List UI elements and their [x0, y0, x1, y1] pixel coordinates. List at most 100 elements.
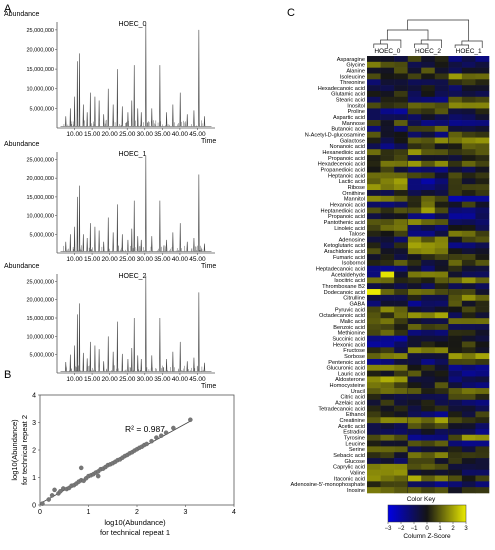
heatmap-cell	[421, 283, 436, 290]
heatmap-cell	[461, 224, 476, 232]
heatmap-cell	[407, 399, 422, 406]
heatmap-cell	[475, 178, 490, 185]
heatmap-cell	[380, 399, 395, 406]
row-label: Hexadecanoic acid	[318, 86, 365, 92]
chart-title: HOEC_2	[118, 273, 146, 280]
heatmap-cell	[407, 254, 422, 261]
row-label: Leucine	[345, 441, 365, 447]
x-axis-label-line2: for technical repeat 1	[100, 528, 170, 537]
heatmap-cell	[394, 201, 408, 208]
heatmap-cell	[434, 487, 449, 494]
heatmap-cell	[434, 393, 449, 401]
heatmap-cell	[448, 79, 463, 86]
row-label: Octadecanoic acid	[319, 313, 365, 319]
heatmap-cell	[394, 434, 408, 441]
heatmap-cell	[380, 271, 395, 278]
heatmap-cell	[407, 178, 422, 185]
row-label: Glucose	[344, 459, 365, 465]
heatmap-cell	[407, 207, 422, 214]
heatmap-cell	[475, 271, 490, 278]
row-label: Itaconic acid	[334, 476, 365, 482]
heatmap-cell	[421, 277, 436, 284]
color-key-tick-label: 2	[451, 526, 455, 532]
x-tick-label: 1	[87, 509, 91, 516]
y-tick-label: 5,000,000	[30, 232, 54, 238]
heatmap-cell	[448, 114, 463, 121]
heatmap-cell	[434, 155, 449, 162]
heatmap-cell	[448, 67, 463, 74]
heatmap-cell	[448, 201, 463, 208]
heatmap-cell	[434, 73, 449, 80]
r-squared-annotation: R² = 0.987	[125, 424, 165, 434]
heatmap-cell	[434, 370, 449, 377]
heatmap-cell	[407, 318, 422, 325]
heatmap-cell	[461, 399, 476, 406]
heatmap-cell	[380, 388, 395, 395]
heatmap-cell	[434, 434, 449, 441]
heatmap-cell	[461, 242, 476, 249]
heatmap-cell	[367, 370, 381, 377]
heatmap-cell	[461, 114, 476, 121]
heatmap-cell	[461, 428, 476, 436]
heatmap-cell	[475, 143, 490, 150]
heatmap-cell	[367, 347, 381, 354]
heatmap-cell	[475, 329, 490, 336]
heatmap-cell	[448, 271, 463, 278]
heatmap-cell	[448, 137, 463, 144]
heatmap-cell	[394, 85, 408, 92]
heatmap-cell	[421, 178, 436, 185]
heatmap-cell	[421, 61, 436, 68]
row-label: Threonine	[340, 80, 365, 86]
heatmap-cell	[407, 149, 422, 156]
x-axis-label: Time	[201, 383, 216, 390]
heatmap-cell	[434, 160, 449, 168]
heatmap-cell	[421, 90, 436, 98]
heatmap-cell	[394, 56, 408, 63]
heatmap-cell	[380, 353, 395, 360]
heatmap-cell	[407, 224, 422, 232]
heatmap-cell	[421, 318, 436, 325]
heatmap-cell	[448, 61, 463, 68]
heatmap-cell	[475, 393, 490, 401]
heatmap-cell	[407, 329, 422, 336]
heatmap-cell	[448, 283, 463, 290]
heatmap-cell	[380, 434, 395, 441]
heatmap-cell	[367, 399, 381, 406]
heatmap-cell	[407, 469, 422, 476]
row-label: Caprylic acid	[333, 465, 365, 471]
heatmap-cell	[475, 388, 490, 395]
y-tick-label: 10,000,000	[26, 334, 54, 340]
heatmap-cell	[407, 108, 422, 115]
heatmap-cell	[380, 254, 395, 261]
heatmap-cell	[380, 358, 395, 366]
heatmap-cell	[475, 96, 490, 103]
panel-label-a: A	[4, 3, 12, 15]
x-tick-label: 30.00	[137, 131, 154, 138]
row-label: Homocysteine	[330, 383, 365, 389]
heatmap-cell	[421, 219, 436, 226]
heatmap-cell	[421, 120, 436, 127]
row-label: Adenosine-5'-monophosphate	[291, 482, 365, 488]
heatmap-cell	[448, 85, 463, 92]
data-point	[95, 473, 101, 479]
heatmap-cell	[421, 172, 436, 179]
heatmap-cell	[407, 335, 422, 342]
heatmap-cell	[367, 405, 381, 412]
color-key-tick-label: −2	[398, 526, 406, 532]
heatmap-cell	[421, 125, 436, 133]
row-label: Serine	[349, 447, 365, 453]
heatmap-cell	[448, 434, 463, 441]
heatmap-cell	[394, 125, 408, 133]
heatmap-cell	[367, 324, 381, 331]
heatmap-cell	[475, 318, 490, 325]
row-label: Stearic acid	[336, 98, 365, 104]
heatmap-cell	[434, 277, 449, 284]
heatmap-cell	[394, 230, 408, 237]
heatmap-cell	[394, 155, 408, 162]
heatmap-cell	[475, 108, 490, 115]
heatmap-cell	[448, 446, 463, 453]
heatmap-cell	[448, 463, 463, 470]
heatmap-cell	[394, 393, 408, 401]
heatmap-cell	[475, 131, 490, 138]
y-tick-label: 15,000,000	[26, 195, 54, 201]
